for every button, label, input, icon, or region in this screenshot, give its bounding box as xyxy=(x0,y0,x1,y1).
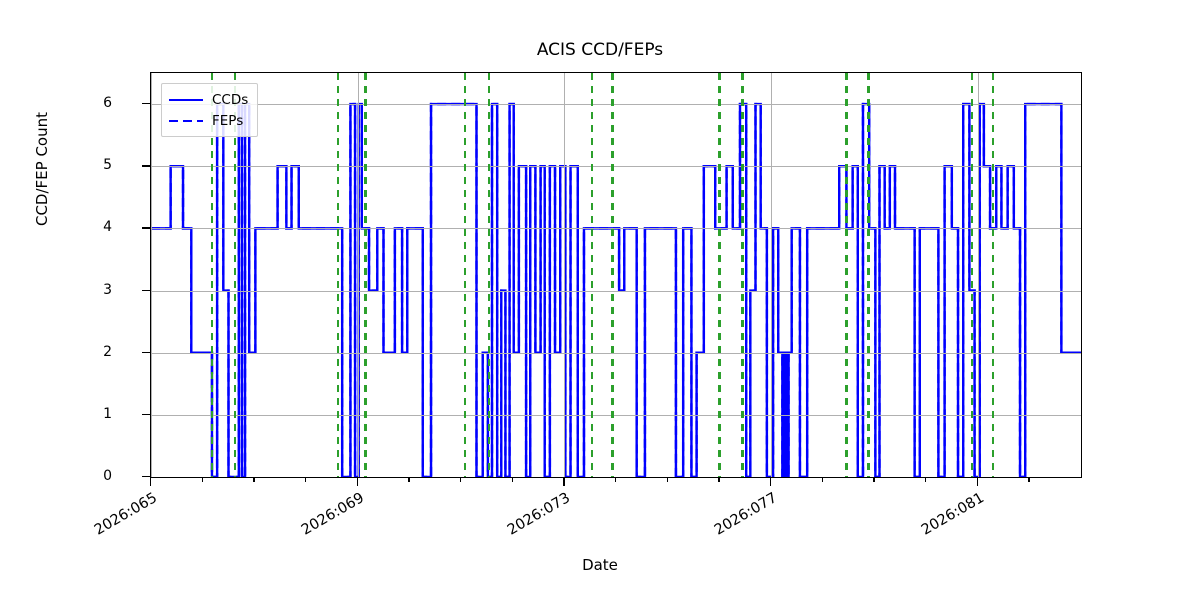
y-tick-mark-1 xyxy=(142,413,150,416)
x-tick-mark-2026:069 xyxy=(356,478,358,486)
gridline-x-77 xyxy=(771,73,773,477)
x-tick-minor-80 xyxy=(925,478,927,482)
legend-label-ccds: CCDs xyxy=(212,91,249,108)
x-tick-minor-70 xyxy=(408,478,410,482)
y-tick-label-4: 4 xyxy=(103,219,112,236)
y-tick-mark-2 xyxy=(142,351,150,353)
event-line-2 xyxy=(336,73,340,477)
y-tick-label-3: 3 xyxy=(103,281,112,298)
event-line-6 xyxy=(591,73,594,477)
x-tick-mark-2026:065 xyxy=(150,478,152,486)
gridline-y-2 xyxy=(151,352,1081,354)
event-line-8 xyxy=(718,73,721,477)
x-tick-label-2026:077: 2026:077 xyxy=(711,490,780,539)
gridline-x-81 xyxy=(977,73,979,477)
x-tick-minor-67 xyxy=(253,478,255,482)
x-tick-minor-75 xyxy=(666,478,668,482)
x-tick-minor-74 xyxy=(615,478,617,482)
x-tick-minor-79 xyxy=(873,478,875,482)
gridline-y-3 xyxy=(151,290,1081,292)
x-tick-minor-68 xyxy=(305,478,307,482)
y-tick-mark-0 xyxy=(142,476,150,478)
legend-swatch-feps-icon xyxy=(169,115,203,127)
gridline-y-1 xyxy=(151,414,1081,416)
legend-swatch-ccds-icon xyxy=(169,94,203,106)
legend: CCDs FEPs xyxy=(161,83,259,137)
x-tick-mark-2026:073 xyxy=(563,478,565,486)
event-line-10 xyxy=(845,73,848,477)
x-tick-mark-2026:081 xyxy=(976,478,978,486)
legend-item-ccds[interactable]: CCDs xyxy=(169,89,248,110)
event-line-11 xyxy=(867,73,870,477)
y-tick-mark-4 xyxy=(142,227,150,229)
event-line-7 xyxy=(611,73,614,477)
x-tick-minor-76 xyxy=(718,478,720,482)
plot-area: CCDs FEPs xyxy=(150,72,1082,478)
event-line-3 xyxy=(364,73,367,477)
gridline-x-69 xyxy=(357,73,359,477)
y-tick-label-5: 5 xyxy=(103,157,112,174)
event-line-12 xyxy=(970,73,974,477)
gridline-y-4 xyxy=(151,228,1081,230)
legend-label-feps: FEPs xyxy=(212,112,244,129)
x-tick-label-2026:065: 2026:065 xyxy=(91,490,160,539)
event-line-4 xyxy=(463,73,467,477)
gridline-y-5 xyxy=(151,166,1081,168)
x-tick-label-2026:069: 2026:069 xyxy=(298,490,367,539)
x-tick-minor-72 xyxy=(511,478,513,482)
chart-title: ACIS CCD/FEPs xyxy=(536,40,664,60)
x-tick-minor-66 xyxy=(201,478,203,482)
event-line-13 xyxy=(991,73,995,477)
y-tick-mark-6 xyxy=(142,103,150,105)
x-tick-mark-2026:077 xyxy=(770,478,772,486)
y-tick-label-2: 2 xyxy=(103,343,112,360)
data-series-svg xyxy=(151,102,1081,477)
x-tick-minor-78 xyxy=(821,478,823,482)
gridline-x-65 xyxy=(151,73,153,477)
x-tick-minor-71 xyxy=(460,478,462,482)
x-axis-label: Date xyxy=(582,556,618,574)
y-tick-mark-3 xyxy=(142,289,150,291)
y-tick-mark-5 xyxy=(142,165,150,167)
gridline-y-6 xyxy=(151,104,1081,106)
x-tick-label-2026:073: 2026:073 xyxy=(505,490,574,539)
event-line-5 xyxy=(487,73,491,477)
plot-inner xyxy=(151,73,1081,477)
y-axis-label: CCD/FEP Count xyxy=(33,111,51,227)
y-tick-label-6: 6 xyxy=(103,95,112,112)
gridline-x-73 xyxy=(564,73,566,477)
legend-item-feps[interactable]: FEPs xyxy=(169,110,248,131)
event-line-1 xyxy=(233,73,236,477)
event-line-0 xyxy=(210,73,214,477)
y-tick-label-1: 1 xyxy=(103,405,112,422)
x-tick-label-2026:081: 2026:081 xyxy=(918,490,987,539)
y-tick-label-0: 0 xyxy=(103,468,112,484)
x-tick-minor-82 xyxy=(1028,478,1030,482)
event-line-9 xyxy=(741,73,744,477)
